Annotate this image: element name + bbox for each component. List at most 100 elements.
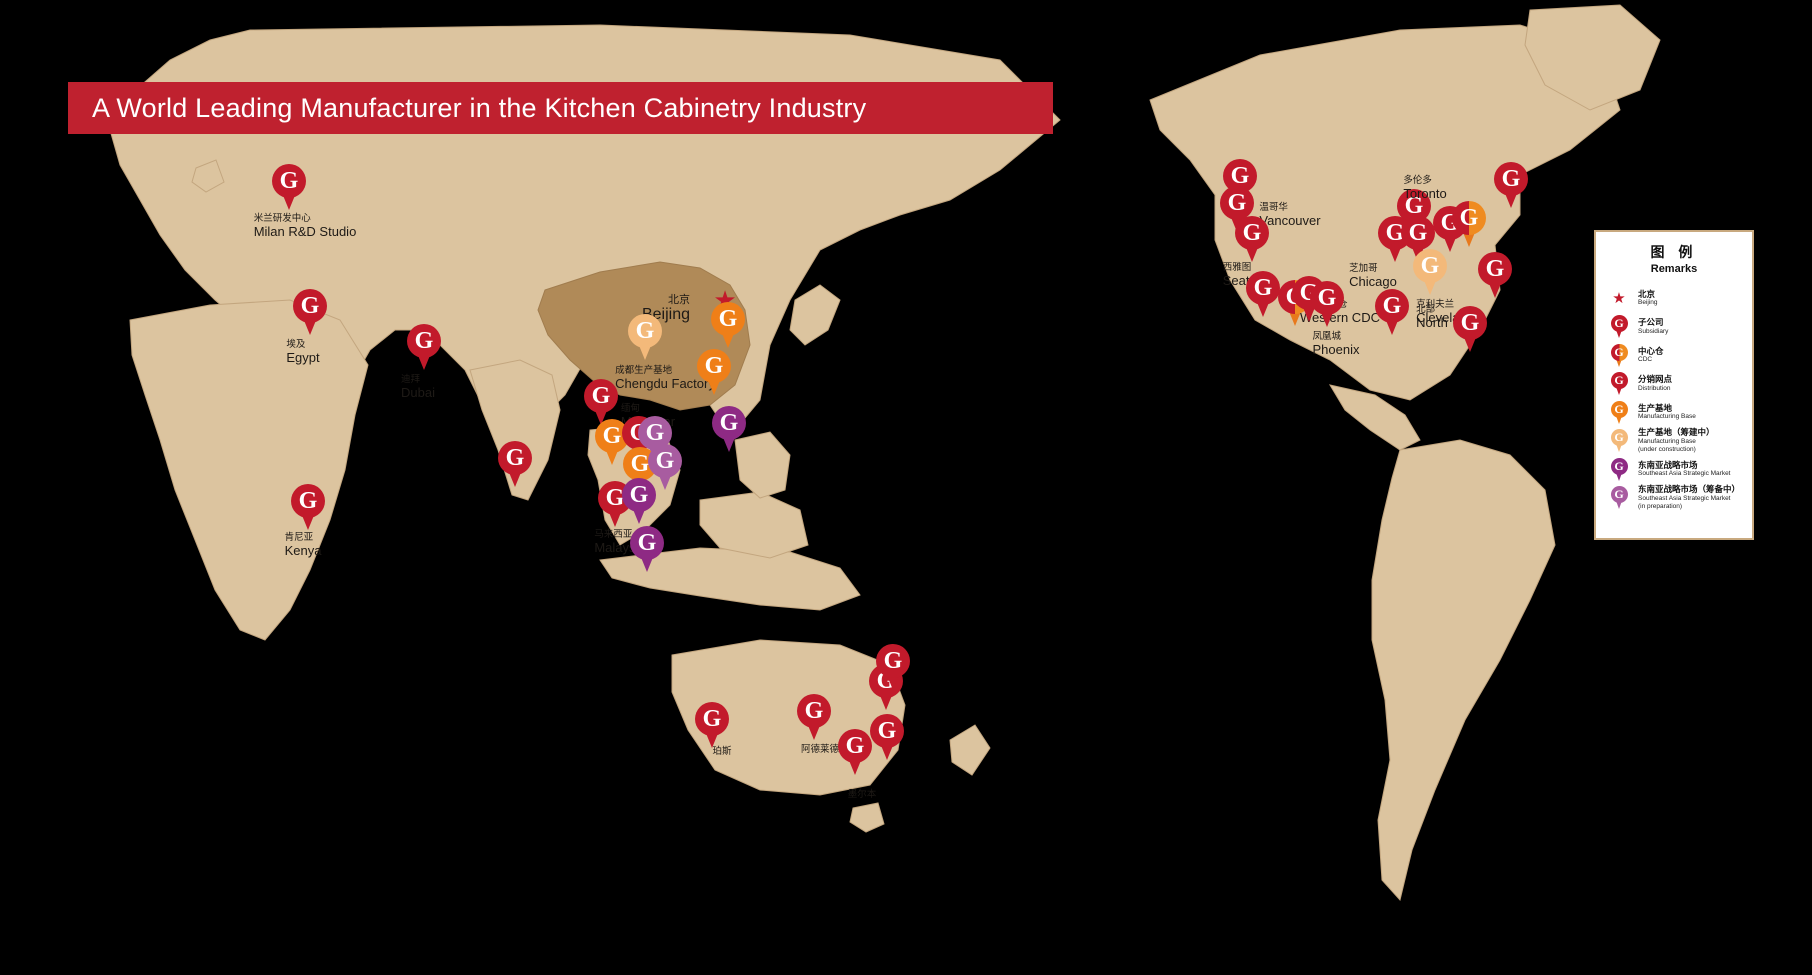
legend-row-beijing: ★ 北京 Beijing bbox=[1604, 284, 1744, 313]
map-marker-chengdu[interactable]: G bbox=[628, 314, 662, 360]
legend-icon: G bbox=[1604, 429, 1634, 453]
pin-circle-icon bbox=[1413, 249, 1447, 283]
map-label-en: Chengdu Factory bbox=[615, 375, 715, 391]
map-marker-india-south[interactable]: G bbox=[498, 441, 532, 487]
map-marker-cambodia-sea[interactable]: G bbox=[648, 444, 682, 490]
map-marker-australia-perth[interactable]: G bbox=[695, 702, 729, 748]
legend-text: 北京 Beijing bbox=[1634, 288, 1658, 307]
pin-circle-icon bbox=[584, 379, 618, 413]
pin-circle-icon bbox=[1478, 252, 1512, 286]
legend-row-cdc: G 中心仓 CDC bbox=[1604, 341, 1744, 370]
map-label-cn: 缅甸 bbox=[620, 403, 640, 414]
legend-label-en: Distribution bbox=[1638, 384, 1671, 392]
map-marker-atlanta[interactable]: G bbox=[1375, 289, 1409, 335]
brand-letter-g: G bbox=[635, 318, 655, 344]
legend-label-en: Subsidiary bbox=[1638, 327, 1669, 335]
map-label-chicago-1: 芝加哥 Chicago bbox=[1349, 263, 1397, 289]
map-marker-milan[interactable]: G bbox=[272, 164, 306, 210]
brand-letter-g: G bbox=[718, 306, 738, 332]
map-marker-myanmar[interactable]: G bbox=[584, 379, 618, 425]
legend-label-en: Manufacturing Base bbox=[1638, 438, 1696, 446]
map-label-cn: 墨尔本 bbox=[847, 789, 877, 800]
legend-text: 分销网点 Distribution bbox=[1634, 374, 1672, 392]
brand-letter-g: G bbox=[1242, 220, 1262, 246]
legend-title-en: Remarks bbox=[1650, 263, 1698, 275]
map-marker-philippines[interactable]: G bbox=[712, 406, 746, 452]
legend-label-cn: 东南亚战略市场 bbox=[1638, 459, 1698, 470]
legend-label-en: Southeast Asia Strategic Market bbox=[1638, 495, 1731, 503]
legend-text: 生产基地 Manufacturing Base bbox=[1634, 403, 1696, 421]
pin-circle-icon bbox=[1310, 281, 1344, 315]
map-marker-west-1[interactable]: G bbox=[1246, 271, 1280, 317]
brand-letter-g: G bbox=[1614, 430, 1624, 445]
legend-label-en: Beijing bbox=[1638, 299, 1658, 307]
map-marker-cleveland-2[interactable]: G bbox=[1452, 201, 1486, 247]
map-marker-dubai[interactable]: G bbox=[407, 324, 441, 370]
map-marker-australia-melbourne[interactable]: G bbox=[838, 729, 872, 775]
india-landmass bbox=[469, 359, 561, 501]
brand-letter-g: G bbox=[1485, 256, 1505, 282]
map-marker-boston[interactable]: G bbox=[1494, 162, 1528, 208]
pin-circle-icon bbox=[711, 302, 745, 336]
legend-label-cn: 生产基地（筹建中） bbox=[1638, 427, 1715, 438]
brand-letter-g: G bbox=[637, 530, 657, 556]
brand-letter-g: G bbox=[1614, 487, 1624, 502]
brand-letter-g: G bbox=[1253, 275, 1273, 301]
map-label-cn: 成都生产基地 bbox=[615, 365, 673, 376]
map-marker-phoenix[interactable]: G bbox=[1310, 281, 1344, 327]
legend-label-en: Manufacturing Base bbox=[1638, 413, 1696, 421]
legend-panel: 图 例 Remarks ★ 北京 Beijing G 子公司 Subsidiary G 中心仓… bbox=[1594, 230, 1754, 540]
pin-circle-icon bbox=[695, 702, 729, 736]
map-marker-florida[interactable]: G bbox=[1453, 306, 1487, 352]
map-marker-northeast[interactable]: G bbox=[1413, 249, 1447, 295]
map-marker-australia-canberra[interactable]: G bbox=[870, 714, 904, 760]
pin-tail-icon bbox=[1615, 327, 1623, 339]
title-banner: A World Leading Manufacturer in the Kitc… bbox=[68, 82, 1053, 134]
brand-letter-g: G bbox=[845, 733, 865, 759]
brand-letter-g: G bbox=[1385, 220, 1405, 246]
brand-letter-g: G bbox=[279, 168, 299, 194]
pin-tail-icon bbox=[1615, 412, 1623, 424]
map-label-phoenix: 凤凰城 Phoenix bbox=[1313, 331, 1360, 357]
legend-label-cn: 北京 bbox=[1638, 288, 1656, 299]
legend-rows: ★ 北京 Beijing G 子公司 Subsidiary G 中心仓 CDC G 分销网点 Dist… bbox=[1604, 284, 1744, 512]
pin-icon: G bbox=[1610, 400, 1628, 424]
brand-letter-g: G bbox=[1382, 293, 1402, 319]
brand-letter-g: G bbox=[1460, 310, 1480, 336]
map-label-northeast: 北部 North bbox=[1416, 304, 1448, 330]
legend-icon: G bbox=[1604, 343, 1634, 367]
map-label-en: Egypt bbox=[286, 349, 320, 365]
map-marker-seattle[interactable]: G bbox=[1235, 216, 1269, 262]
map-label-cn: 芝加哥 bbox=[1349, 263, 1378, 274]
greenland-landmass bbox=[1524, 4, 1661, 111]
map-marker-australia-brisbane[interactable]: G bbox=[876, 644, 910, 690]
pin-circle-icon bbox=[797, 694, 831, 728]
legend-label-en: Southeast Asia Strategic Market bbox=[1638, 470, 1731, 478]
brand-letter-g: G bbox=[702, 706, 722, 732]
map-marker-kenya[interactable]: G bbox=[291, 484, 325, 530]
map-label-toronto: 多伦多 Toronto bbox=[1403, 175, 1447, 201]
legend-icon: G bbox=[1604, 315, 1634, 339]
map-marker-australia-adelaide[interactable]: G bbox=[797, 694, 831, 740]
map-marker-china-east-1[interactable]: G bbox=[711, 302, 745, 348]
map-marker-egypt[interactable]: G bbox=[293, 289, 327, 335]
map-label-cn: 珀斯 bbox=[712, 746, 732, 757]
map-marker-newyork[interactable]: G bbox=[1478, 252, 1512, 298]
brand-letter-g: G bbox=[719, 410, 739, 436]
brand-letter-g: G bbox=[591, 383, 611, 409]
legend-icon: G bbox=[1604, 372, 1634, 396]
brand-letter-g: G bbox=[655, 448, 675, 474]
legend-icon: G bbox=[1604, 400, 1634, 424]
map-marker-china-east-2[interactable]: G bbox=[697, 349, 731, 395]
map-marker-malaysia-sea[interactable]: G bbox=[622, 478, 656, 524]
pin-circle-icon bbox=[630, 526, 664, 560]
map-label-chengdu: 成都生产基地 Chengdu Factory bbox=[615, 365, 715, 391]
south-america-landmass bbox=[1371, 439, 1556, 902]
map-label-en: Toronto bbox=[1403, 185, 1447, 201]
brand-letter-g: G bbox=[630, 451, 650, 477]
map-marker-indonesia[interactable]: G bbox=[630, 526, 664, 572]
pin-icon: G bbox=[1610, 486, 1628, 510]
map-label-cn: 肯尼亚 bbox=[284, 532, 314, 543]
